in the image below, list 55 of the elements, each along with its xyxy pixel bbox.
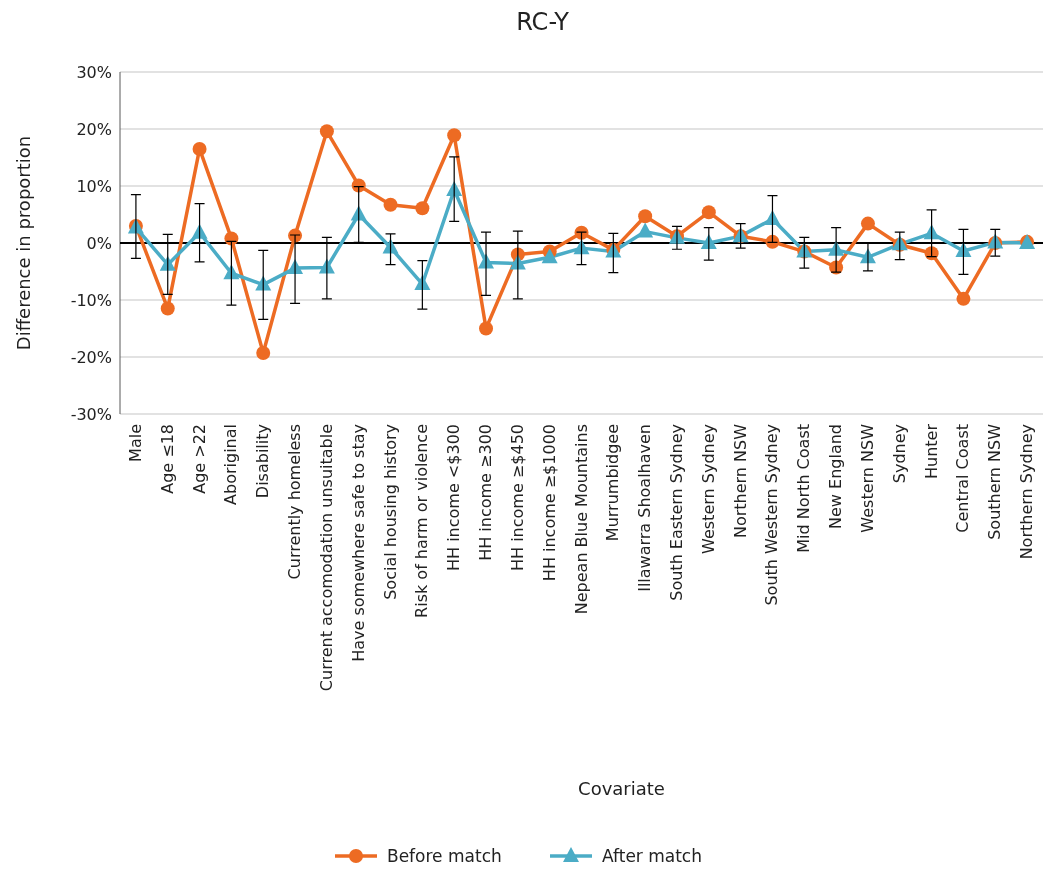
x-tick-label: Social housing history xyxy=(380,424,400,600)
x-tick-label: Age >22 xyxy=(189,424,209,494)
point xyxy=(637,222,654,238)
point xyxy=(701,205,716,220)
x-tick-label: HH income ≥$450 xyxy=(507,424,527,571)
x-tick-label: HH income ≥$1000 xyxy=(539,424,559,582)
x-tick-label: Western Sydney xyxy=(698,424,718,554)
x-tick-label: Risk of harm or violence xyxy=(412,424,432,618)
x-tick-label: Northern NSW xyxy=(730,423,750,539)
y-tick-label: 30% xyxy=(76,62,112,82)
x-tick-label: Nepean Blue Mountains xyxy=(571,424,591,615)
legend-label: After match xyxy=(602,845,702,866)
y-tick-label: 20% xyxy=(76,119,112,139)
y-tick-label: -20% xyxy=(70,347,112,367)
y-tick-label: -30% xyxy=(70,404,112,424)
x-tick-label: South Western Sydney xyxy=(762,424,782,606)
y-tick-label: 0% xyxy=(86,233,112,253)
x-tick-label: Illawarra Shoalhaven xyxy=(635,424,655,592)
x-tick-label: Murrumbidgee xyxy=(603,424,623,542)
x-tick-label: Hunter xyxy=(921,423,941,480)
x-tick-label: Mid North Coast xyxy=(794,424,814,553)
legend-label: Before match xyxy=(387,845,502,866)
x-tick-label: Male xyxy=(125,424,145,462)
x-tick-label: Age ≤18 xyxy=(157,424,177,494)
point xyxy=(541,248,558,264)
point xyxy=(319,124,334,139)
point xyxy=(256,346,271,361)
x-tick-label: Western NSW xyxy=(857,423,877,533)
point xyxy=(860,216,875,231)
y-axis-title: Difference in proportion xyxy=(13,135,34,351)
x-tick-label: Aboriginal xyxy=(221,424,241,505)
x-tick-label: New England xyxy=(826,424,846,529)
point xyxy=(447,128,462,143)
chart-title: RC-Y xyxy=(516,8,570,36)
x-tick-label: Sydney xyxy=(889,424,909,484)
x-tick-label: HH income ≥300 xyxy=(476,424,496,561)
x-axis-title: Covariate xyxy=(578,778,665,799)
y-tick-label: -10% xyxy=(70,290,112,310)
point xyxy=(479,321,494,336)
x-tick-label: Central Coast xyxy=(953,424,973,533)
point xyxy=(415,201,430,216)
y-tick-label: 10% xyxy=(76,176,112,196)
point xyxy=(192,141,207,156)
point xyxy=(383,197,398,212)
x-tick-label: Northern Sydney xyxy=(1017,424,1037,560)
point xyxy=(160,301,175,316)
point xyxy=(956,291,971,306)
x-tick-label: Disability xyxy=(253,424,273,499)
x-tick-label: Current accomodation unsuitable xyxy=(316,424,336,692)
point xyxy=(638,209,653,224)
x-tick-label: Currently homeless xyxy=(285,424,305,580)
x-tick-label: HH income <$300 xyxy=(444,424,464,571)
x-tick-label: Have somewhere safe to stay xyxy=(348,424,368,662)
x-tick-label: South Eastern Sydney xyxy=(666,424,686,601)
x-tick-label: Southern NSW xyxy=(985,423,1005,540)
